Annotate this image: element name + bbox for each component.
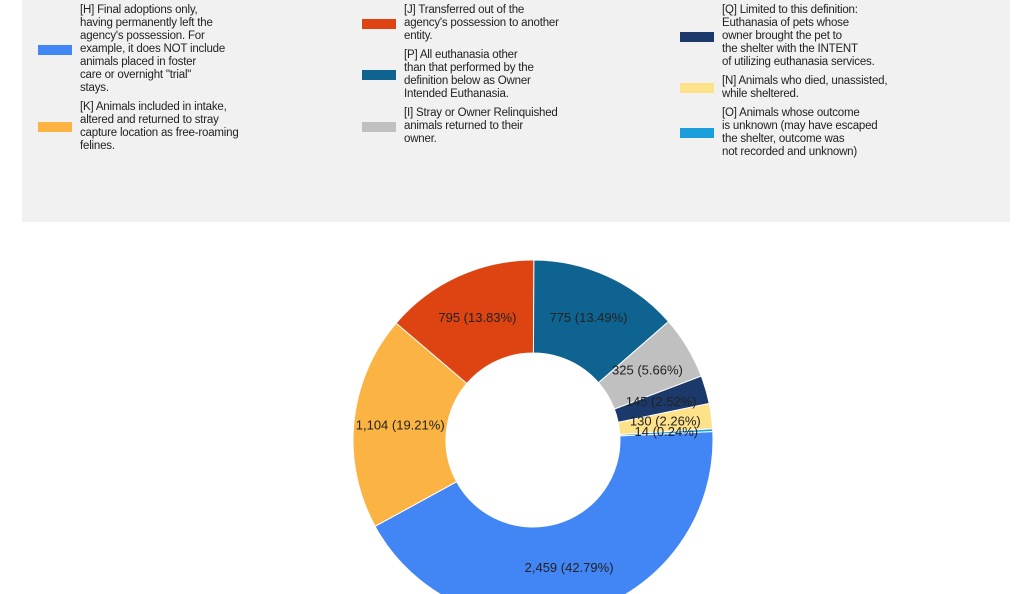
data-label: 130 (2.26%)	[630, 414, 701, 429]
legend-item: [J] Transferred out of the agency's poss…	[362, 4, 559, 43]
legend-swatch	[680, 31, 714, 42]
legend-swatch	[680, 83, 714, 93]
legend-label: [P] All euthanasia other than that perfo…	[404, 49, 534, 100]
donut-slice	[374, 430, 714, 594]
legend-item: [I] Stray or Owner Relinquished animals …	[362, 107, 559, 146]
data-label: 145 (2.52%)	[626, 394, 697, 409]
legend-label: [I] Stray or Owner Relinquished animals …	[404, 107, 558, 145]
legend-item: [O] Animals whose outcome is unknown (ma…	[680, 107, 887, 159]
data-label: 14 (0.24%)	[635, 424, 699, 439]
legend-swatch	[362, 70, 396, 80]
legend-label: [Q] Limited to this definition: Euthanas…	[722, 4, 875, 68]
legend-label: [J] Transferred out of the agency's poss…	[404, 4, 559, 42]
legend-item: [K] Animals included in intake, altered …	[38, 101, 239, 153]
legend-column: [J] Transferred out of the agency's poss…	[362, 4, 559, 152]
data-label: 795 (13.83%)	[438, 310, 516, 325]
data-label: 775 (13.49%)	[549, 310, 627, 325]
legend-swatch	[38, 44, 72, 55]
legend-swatch	[38, 122, 72, 132]
legend-item: [H] Final adoptions only, having permane…	[38, 4, 239, 95]
legend-item: [P] All euthanasia other than that perfo…	[362, 49, 559, 101]
legend-column: [H] Final adoptions only, having permane…	[38, 4, 239, 159]
data-label: 325 (5.66%)	[612, 363, 683, 378]
legend-label: [O] Animals whose outcome is unknown (ma…	[722, 107, 878, 158]
legend-swatch	[362, 121, 396, 132]
legend-label: [K] Animals included in intake, altered …	[80, 101, 239, 152]
legend-swatch	[362, 18, 396, 29]
data-label: 1,104 (19.21%)	[356, 418, 445, 433]
legend-label: [N] Animals who died, unassisted, while …	[722, 75, 888, 100]
legend-item: [Q] Limited to this definition: Euthanas…	[680, 4, 887, 69]
legend: [H] Final adoptions only, having permane…	[22, 0, 1010, 222]
legend-item: [N] Animals who died, unassisted, while …	[680, 75, 888, 101]
donut-slice	[352, 322, 468, 528]
donut-slice	[619, 428, 714, 437]
legend-swatch	[680, 128, 714, 138]
data-label: 2,459 (42.79%)	[525, 560, 614, 575]
legend-label: [H] Final adoptions only, having permane…	[80, 4, 226, 94]
legend-column: [Q] Limited to this definition: Euthanas…	[680, 4, 888, 165]
